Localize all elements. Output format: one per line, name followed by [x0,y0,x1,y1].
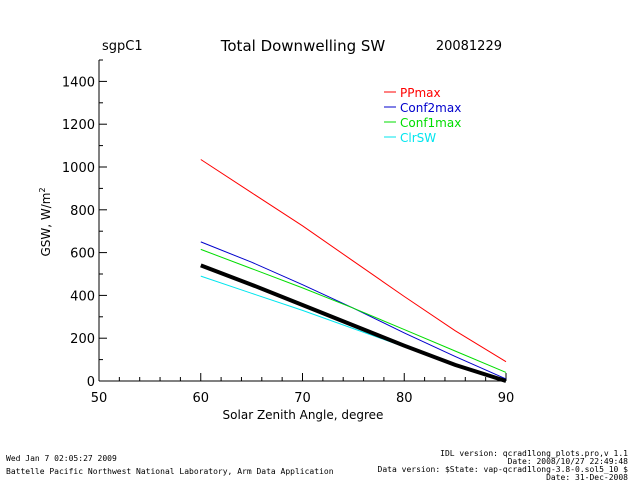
x-tick-label: 70 [294,391,311,406]
x-tick-label: 60 [192,391,209,406]
x-tick-label: 50 [91,391,108,406]
y-tick-label: 600 [70,247,95,262]
y-tick-label: 1400 [62,75,95,90]
x-axis-label: Solar Zenith Angle, degree [223,408,384,422]
y-tick-label: 800 [70,204,95,219]
version-info-2: Date: 2008/10/27 22:49:48 [507,457,628,466]
x-tick-label: 90 [498,391,515,406]
legend-label-conf2max: Conf2max [400,101,461,115]
y-axis-label-main: GSW, W/m [39,193,53,257]
x-ticks: 50 60 70 80 90 [91,373,515,406]
run-timestamp: Wed Jan 7 02:05:27 2009 [6,454,117,463]
series-line-ppmax [200,159,507,363]
y-tick-label: 0 [87,375,95,390]
y-ticks: 0 200 400 600 800 1000 1200 1400 [62,59,107,390]
site-label: sgpC1 [102,39,143,54]
series-line-conf2max [200,241,507,380]
date-label: 20081229 [436,39,502,54]
version-info-3: Data version: $State: vap-qcrad1long-3.8… [377,465,628,474]
legend-label-clrsw: ClrSW [400,131,436,145]
series-group [200,159,507,383]
organization-credit: Battelle Pacific Northwest National Labo… [6,467,334,476]
chart-title: Total Downwelling SW [220,37,386,55]
legend-label-ppmax: PPmax [400,86,441,100]
y-tick-label: 1200 [62,118,95,133]
y-axis-label-sup: 2 [38,187,47,192]
x-tick-label: 80 [396,391,413,406]
series-line-conf1max [200,248,507,373]
series-line-measured [200,263,507,383]
y-tick-label: 1000 [62,161,95,176]
version-info-1: IDL version: qcrad1long_plots.pro,v 1.1 [440,449,628,458]
y-tick-label: 400 [70,289,95,304]
y-tick-label: 200 [70,332,95,347]
legend-label-conf1max: Conf1max [400,116,461,130]
y-axis-label: GSW, W/m2 [38,187,53,256]
version-info-4: Date: 31-Dec-2008 [546,473,628,482]
